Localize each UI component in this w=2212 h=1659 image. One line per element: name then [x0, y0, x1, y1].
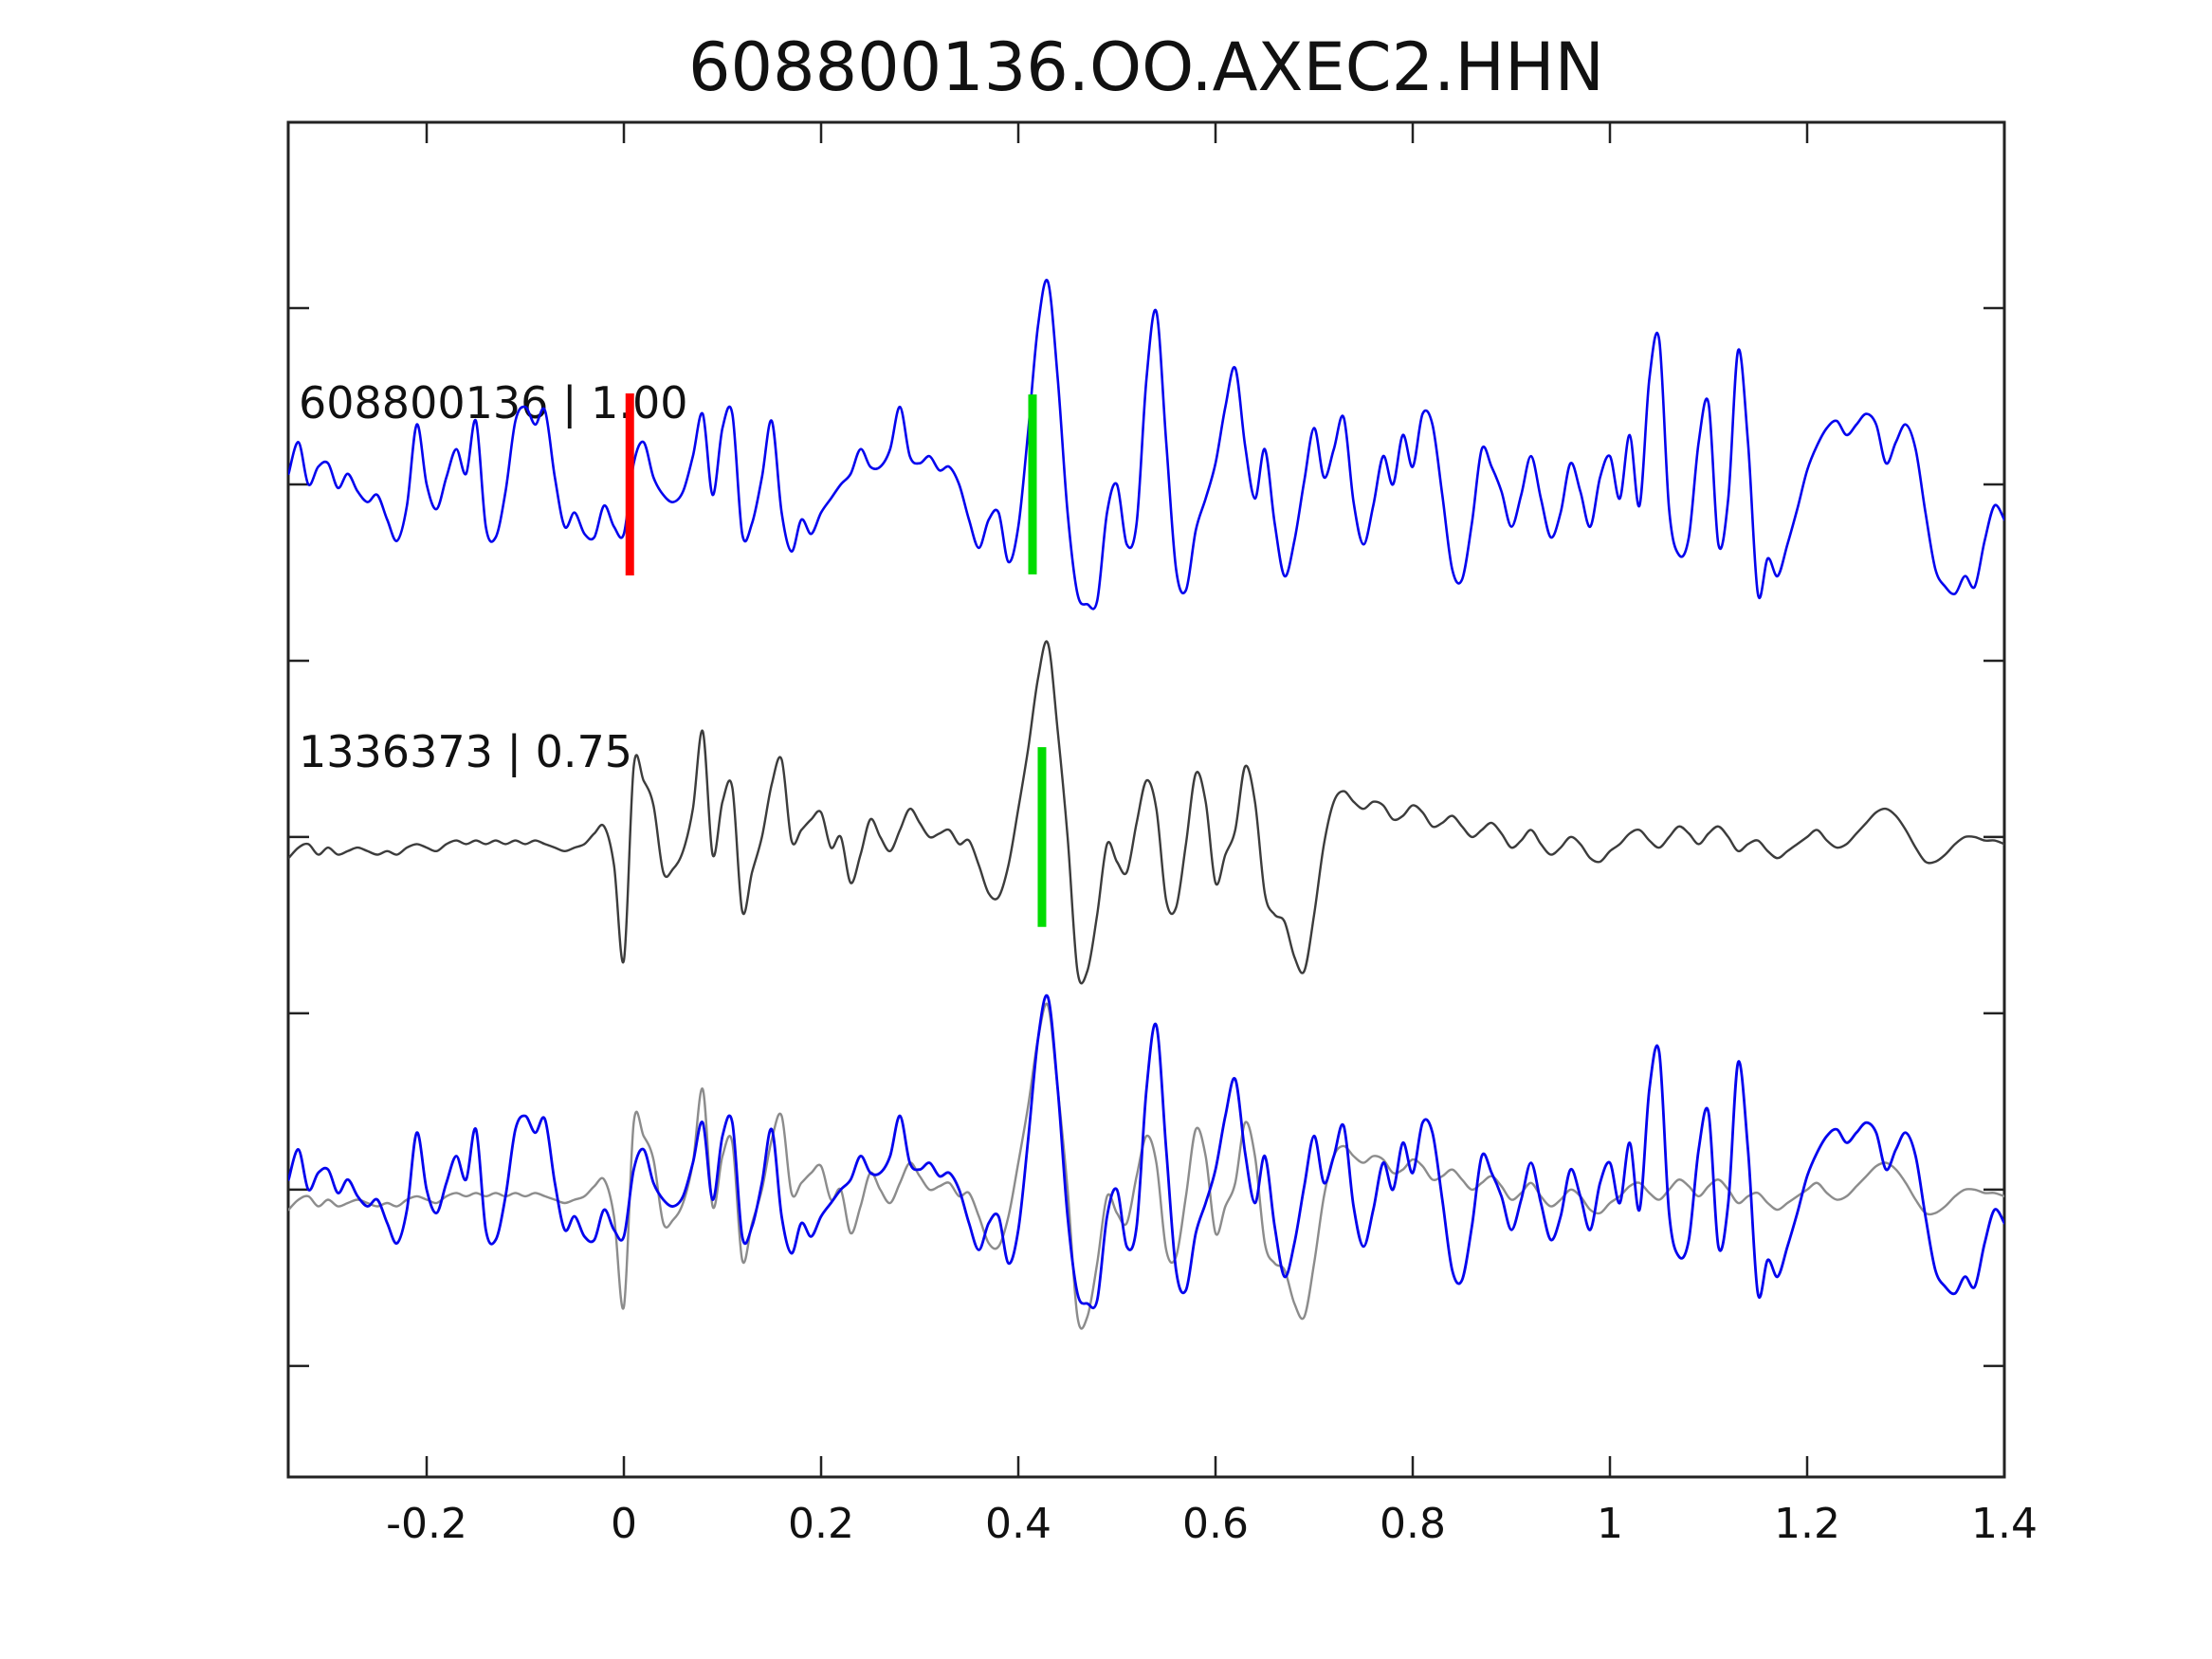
x-tick-label: 0.4	[985, 1500, 1051, 1548]
trace-overlay-608800136	[288, 994, 2004, 1310]
trace-1336373	[288, 640, 2004, 985]
trace-608800136	[288, 279, 2004, 611]
x-tick-label: 1	[1597, 1500, 1623, 1548]
x-tick-label: -0.2	[386, 1500, 467, 1548]
x-tick-label: 1.2	[1774, 1500, 1840, 1548]
plot-box	[286, 120, 2006, 1479]
plot-title: 608800136.OO.AXEC2.HHN	[687, 28, 1605, 106]
trace1-label: 608800136 | 1.00	[299, 377, 688, 428]
trace2-label: 1336373 | 0.75	[299, 726, 633, 777]
x-tick-label: 0	[611, 1500, 637, 1548]
trace-overlay-1336373	[288, 1002, 2004, 1330]
x-tick-label: 0.2	[788, 1500, 854, 1548]
x-tick-label: 0.8	[1380, 1500, 1446, 1548]
x-tick-label: 1.4	[1971, 1500, 2038, 1548]
x-tick-label: 0.6	[1182, 1500, 1249, 1548]
